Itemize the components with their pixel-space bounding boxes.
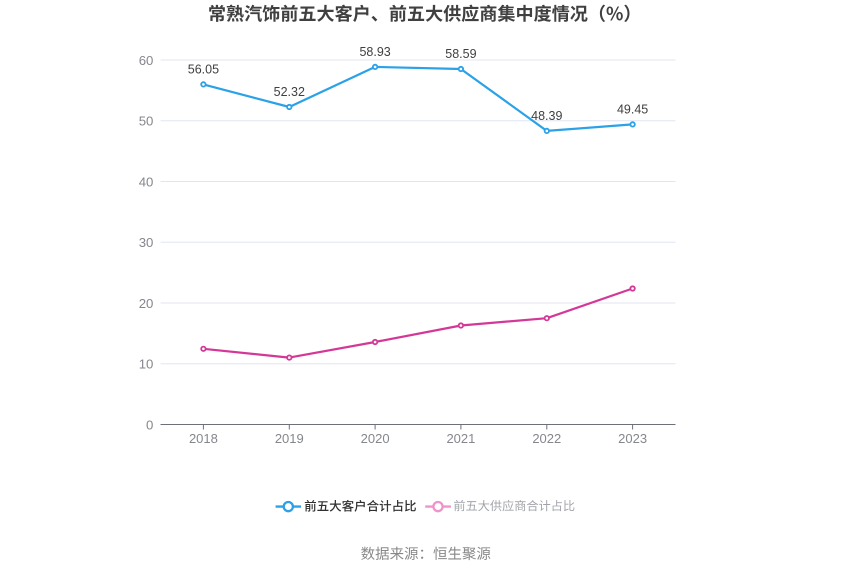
svg-text:20: 20: [139, 296, 154, 311]
svg-text:10: 10: [139, 357, 154, 372]
svg-text:52.32: 52.32: [274, 85, 305, 99]
svg-text:58.93: 58.93: [359, 45, 390, 59]
svg-text:2021: 2021: [446, 431, 475, 446]
svg-text:49.45: 49.45: [617, 102, 648, 116]
svg-text:48.39: 48.39: [531, 109, 562, 123]
svg-text:30: 30: [139, 235, 154, 250]
svg-text:60: 60: [139, 53, 154, 68]
svg-text:2018: 2018: [189, 431, 218, 446]
svg-text:0: 0: [146, 417, 153, 432]
svg-text:58.59: 58.59: [445, 47, 476, 61]
svg-text:2023: 2023: [618, 431, 647, 446]
svg-text:56.05: 56.05: [188, 62, 219, 76]
svg-text:2019: 2019: [275, 431, 304, 446]
svg-text:2022: 2022: [532, 431, 561, 446]
svg-text:40: 40: [139, 174, 154, 189]
svg-text:50: 50: [139, 114, 154, 129]
svg-text:2020: 2020: [361, 431, 390, 446]
